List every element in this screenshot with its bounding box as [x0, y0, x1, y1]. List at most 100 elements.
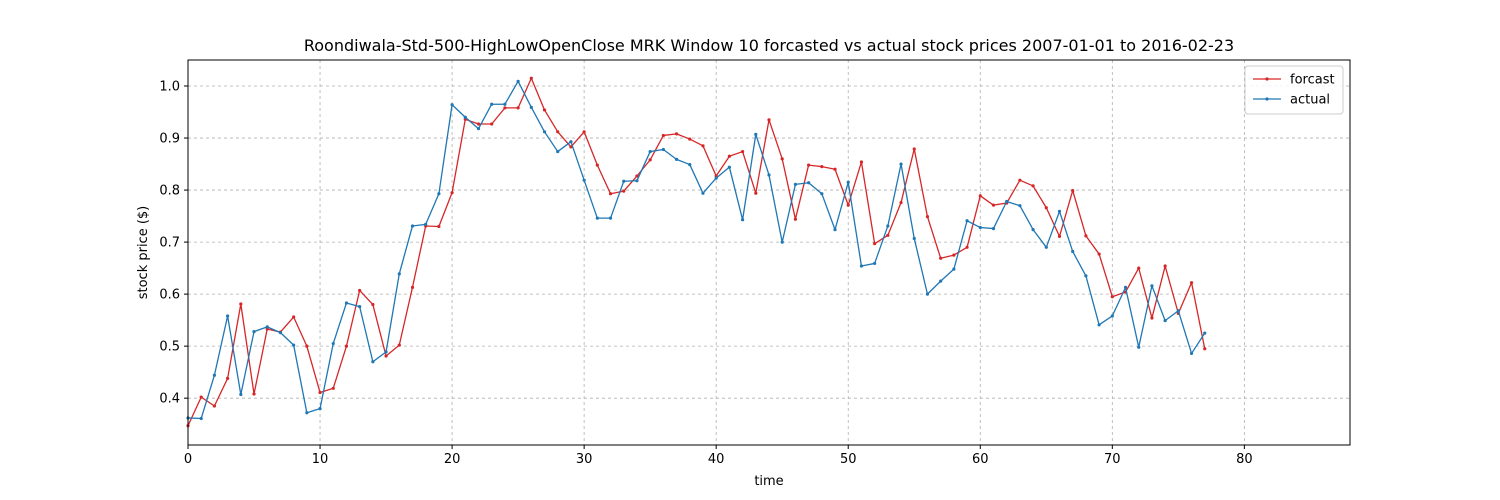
actual-point [1005, 199, 1009, 204]
actual-point [582, 178, 586, 182]
forcast-point [595, 163, 599, 167]
actual-point [912, 236, 916, 241]
forcast-point [503, 106, 507, 110]
actual-point [437, 192, 441, 196]
forcast-point [978, 194, 982, 198]
actual-point [991, 226, 996, 231]
forcast-point [1110, 295, 1114, 299]
actual-point [1018, 204, 1022, 208]
actual-point [978, 225, 982, 230]
forcast-point [859, 160, 864, 164]
y-tick-label: 0.7 [159, 236, 180, 251]
actual-point [384, 350, 388, 354]
forcast-point [437, 224, 441, 229]
actual-point [305, 411, 309, 415]
actual-series [186, 79, 1207, 421]
forcast-point [529, 76, 533, 80]
actual-point [476, 127, 481, 131]
forcast-point [556, 130, 560, 134]
actual-point [1203, 331, 1207, 335]
actual-point [239, 392, 243, 397]
forcast-point [1203, 347, 1207, 351]
actual-point [622, 179, 626, 183]
forcast-point [740, 149, 745, 154]
forcast-point [1071, 188, 1075, 193]
y-tick-label: 0.8 [159, 184, 180, 199]
actual-point [450, 103, 454, 107]
x-tick-label: 60 [972, 452, 989, 467]
forcast-point [912, 147, 916, 151]
forcast-point [925, 215, 930, 219]
forcast-point [754, 191, 758, 195]
forcast-point [358, 288, 362, 293]
x-tick-label: 30 [576, 452, 593, 467]
forcast-point [397, 343, 401, 347]
forcast-point [516, 106, 520, 110]
actual-point [542, 130, 547, 134]
actual-point [925, 292, 930, 296]
actual-point [727, 165, 731, 169]
grid-lines [187, 60, 1350, 445]
forcast-point [1044, 206, 1048, 210]
actual-point [1137, 345, 1141, 349]
forcast-point [542, 108, 547, 112]
forcast-point [1150, 316, 1154, 320]
forcast-point [344, 344, 349, 348]
actual-point [754, 132, 758, 136]
forcast-point [793, 217, 798, 221]
x-tick-label: 0 [184, 452, 192, 467]
forcast-point [582, 130, 586, 134]
forcast-point [371, 302, 375, 307]
actual-point [371, 360, 375, 364]
forcast-point [569, 145, 573, 149]
forcast-point [635, 174, 639, 178]
x-tick-label: 10 [312, 452, 329, 467]
forcast-point [833, 167, 837, 171]
forcast-point [226, 376, 230, 381]
actual-point [1057, 209, 1062, 213]
actual-point [397, 272, 401, 276]
actual-point [226, 314, 230, 318]
actual-point [516, 79, 520, 83]
chart-title: Roondiwala-Std-500-HighLowOpenClose MRK … [303, 36, 1235, 55]
x-tick-label: 70 [1104, 452, 1121, 467]
forcast-point [820, 165, 824, 169]
forcast-point [608, 192, 613, 196]
actual-point [939, 279, 943, 283]
legend-marker-actual [1265, 97, 1269, 101]
forcast-point [899, 200, 903, 205]
actual-point [648, 149, 652, 154]
actual-point [1176, 309, 1180, 313]
forcast-line [187, 77, 1206, 427]
actual-point [965, 219, 969, 223]
actual-point [265, 325, 269, 329]
actual-point [331, 341, 335, 346]
forcast-point [767, 118, 771, 122]
actual-point [410, 224, 415, 228]
forcast-point [292, 315, 296, 319]
actual-point [595, 216, 599, 220]
actual-point [503, 102, 507, 106]
axis-ticks: 0 10 20 30 40 50 60 70 80 0.4 0.5 0.6 0.7 0.8 0.9 1.0 [159, 80, 1252, 467]
forcast-point [1084, 234, 1088, 238]
actual-point [807, 181, 811, 185]
actual-point [714, 176, 718, 180]
actual-point [688, 162, 692, 167]
actual-point [556, 149, 560, 154]
axes-frame [187, 59, 1351, 446]
actual-point [780, 240, 784, 244]
forcast-point [1018, 178, 1022, 182]
forcast-point [1137, 266, 1141, 270]
actual-point [490, 102, 494, 106]
y-tick-label: 0.9 [159, 132, 180, 147]
y-tick-label: 0.6 [159, 288, 180, 303]
forcast-point [952, 253, 956, 257]
forcast-point [1097, 252, 1101, 256]
actual-point [252, 329, 256, 334]
actual-point [1031, 228, 1035, 232]
actual-point [820, 192, 824, 196]
forcast-point [305, 344, 309, 348]
actual-point [529, 105, 533, 109]
actual-point [1189, 351, 1194, 356]
actual-point [318, 406, 322, 411]
